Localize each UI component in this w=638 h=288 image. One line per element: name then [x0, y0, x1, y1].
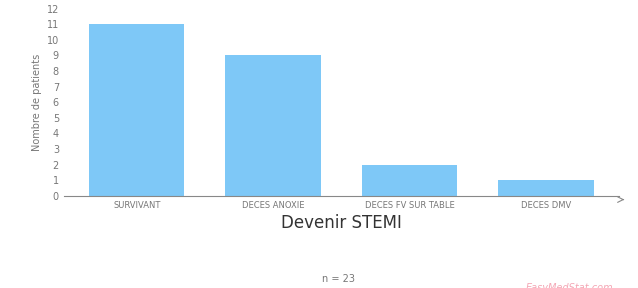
Bar [362, 165, 457, 196]
Bar [225, 55, 321, 196]
Bar [89, 24, 184, 196]
X-axis label: Devenir STEMI: Devenir STEMI [281, 214, 402, 232]
Text: n = 23: n = 23 [322, 274, 355, 284]
Y-axis label: Nombre de patients: Nombre de patients [33, 54, 42, 151]
Bar [498, 180, 593, 196]
Text: EasyMedStat.com: EasyMedStat.com [526, 283, 613, 288]
